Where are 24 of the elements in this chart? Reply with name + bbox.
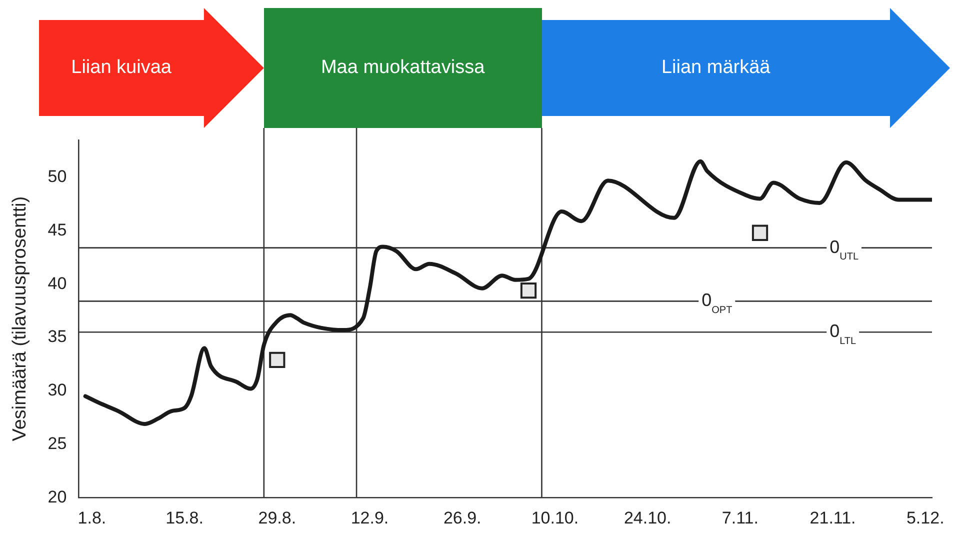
x-tick-label: 1.8.	[78, 508, 106, 528]
y-axis-title: Vesimäärä (tilavuusprosentti)	[10, 196, 31, 442]
y-tick-label: 35	[48, 327, 67, 346]
y-tick-label: 30	[48, 380, 67, 400]
line-series	[83, 159, 932, 426]
y-tick-label: 25	[48, 434, 67, 453]
point	[269, 352, 286, 368]
y-tick-label: 40	[48, 274, 67, 293]
x-tick-label: 5.12.	[906, 508, 944, 528]
point	[752, 224, 768, 241]
x-tick-label: 12.9.	[350, 508, 389, 528]
x-tick-label: 7.11.	[722, 508, 758, 528]
y-tick-label: 45	[48, 220, 67, 240]
text: Liian kuivaa	[70, 56, 172, 80]
point	[520, 282, 537, 299]
x-tick-label: 15.8.	[166, 508, 204, 528]
x-tick-label: 24.10.	[624, 508, 672, 528]
x-tick-label: 10.10.	[531, 508, 579, 528]
x-tick-label: 26.9.	[443, 508, 482, 528]
text: Liian märkää	[660, 56, 772, 80]
x-tick-label: 29.8.	[258, 508, 296, 528]
y-tick-label: 20	[48, 487, 67, 506]
x-tick-label: 21.11.	[810, 508, 856, 528]
y-tick-label: 50	[48, 167, 67, 186]
